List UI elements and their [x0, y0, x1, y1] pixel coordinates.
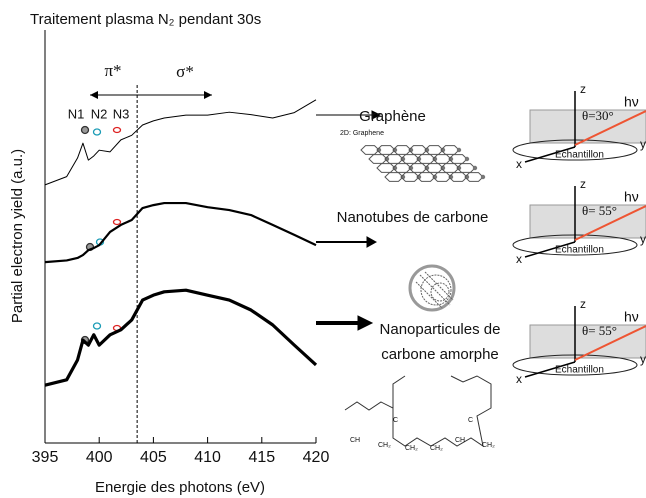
hv: hν — [624, 189, 639, 205]
pointer-arrows — [316, 110, 382, 331]
axis-z: z — [580, 82, 586, 96]
y-axis-label: Partial electron yield (a.u.) — [9, 149, 26, 323]
beam — [574, 205, 646, 241]
sample-label: Nanoparticules de carbone amorphe — [379, 321, 501, 363]
sample-plane — [529, 109, 646, 144]
x-tick-label: 420 — [303, 449, 330, 466]
axis-x: x — [516, 372, 522, 386]
theta: θ= 55° — [582, 203, 617, 218]
x-tick-label: 395 — [32, 449, 59, 466]
peak-markers — [80, 125, 122, 345]
atom-label: CH₂ — [430, 445, 443, 452]
peak-label: N2 — [91, 106, 108, 121]
spectrum — [44, 288, 318, 387]
atom — [456, 147, 462, 153]
atom-label: C — [393, 417, 398, 424]
atom-label: C — [468, 417, 473, 424]
atom-label: CH₂ — [405, 445, 418, 452]
axis-z: z — [580, 177, 586, 191]
x-axis — [524, 146, 576, 163]
peak-label: N1 — [68, 106, 85, 121]
spectrum — [44, 99, 317, 186]
hexagon — [448, 172, 468, 182]
atom — [464, 156, 470, 162]
sample: Echantillon — [555, 245, 604, 256]
atom — [480, 174, 486, 180]
spectrum — [44, 201, 317, 264]
hexagon — [432, 172, 452, 182]
x-axis — [524, 241, 576, 258]
sample-plane — [529, 204, 646, 239]
x-tick-label: 410 — [194, 449, 221, 466]
hexagon — [384, 172, 404, 182]
sample-plane — [529, 324, 646, 359]
atom-label: CH₂ — [482, 442, 495, 449]
graphene-lattice — [360, 145, 486, 182]
atom-label: CH — [455, 437, 465, 444]
sample: Echantillon — [555, 365, 604, 376]
peak-label: N3 — [113, 106, 130, 121]
hexagon — [464, 172, 484, 182]
hv: hν — [624, 309, 639, 325]
beam — [574, 325, 646, 361]
axis-x: x — [516, 157, 522, 171]
axis-x: x — [516, 252, 522, 266]
x-tick-label: 415 — [248, 449, 275, 466]
molecule — [344, 375, 492, 448]
x-axis — [524, 361, 576, 378]
hexagon — [400, 172, 420, 182]
theta: θ= 55° — [582, 323, 617, 338]
hv: hν — [624, 94, 639, 110]
axis-y: y — [640, 232, 646, 246]
x-tick-label: 400 — [86, 449, 113, 466]
graphene-caption: 2D: Graphene — [340, 130, 384, 137]
axis-z: z — [580, 297, 586, 311]
atom — [472, 165, 478, 171]
x-tick-label: 405 — [140, 449, 167, 466]
beam — [574, 110, 646, 146]
pi-label: π* — [104, 61, 121, 80]
hexagon — [416, 172, 436, 182]
sample: Echantillon — [555, 150, 604, 161]
axis-y: y — [640, 352, 646, 366]
atom-label: CH₂ — [378, 442, 391, 449]
theta: θ=30° — [582, 108, 614, 123]
axis-y: y — [640, 137, 646, 151]
chart-title: Traitement plasma N₂ pendant 30s — [30, 11, 261, 28]
sigma-label: σ* — [176, 62, 194, 81]
atom-label: CH — [350, 437, 360, 444]
sample-label: Nanotubes de carbone — [336, 209, 489, 226]
x-axis-label: Energie des photons (eV) — [95, 479, 265, 496]
nanotube — [408, 264, 456, 312]
sample-label: Graphène — [359, 108, 426, 125]
